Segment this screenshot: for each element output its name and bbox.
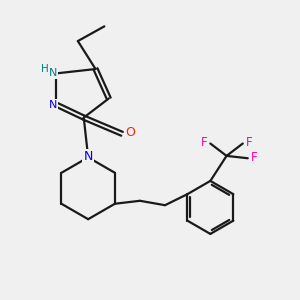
Text: H: H	[41, 64, 49, 74]
Text: N: N	[49, 100, 58, 110]
Text: F: F	[251, 151, 257, 164]
Text: F: F	[246, 136, 253, 149]
Text: F: F	[201, 136, 207, 149]
Text: O: O	[125, 126, 135, 139]
Text: N: N	[83, 150, 93, 163]
Text: N: N	[49, 68, 58, 78]
